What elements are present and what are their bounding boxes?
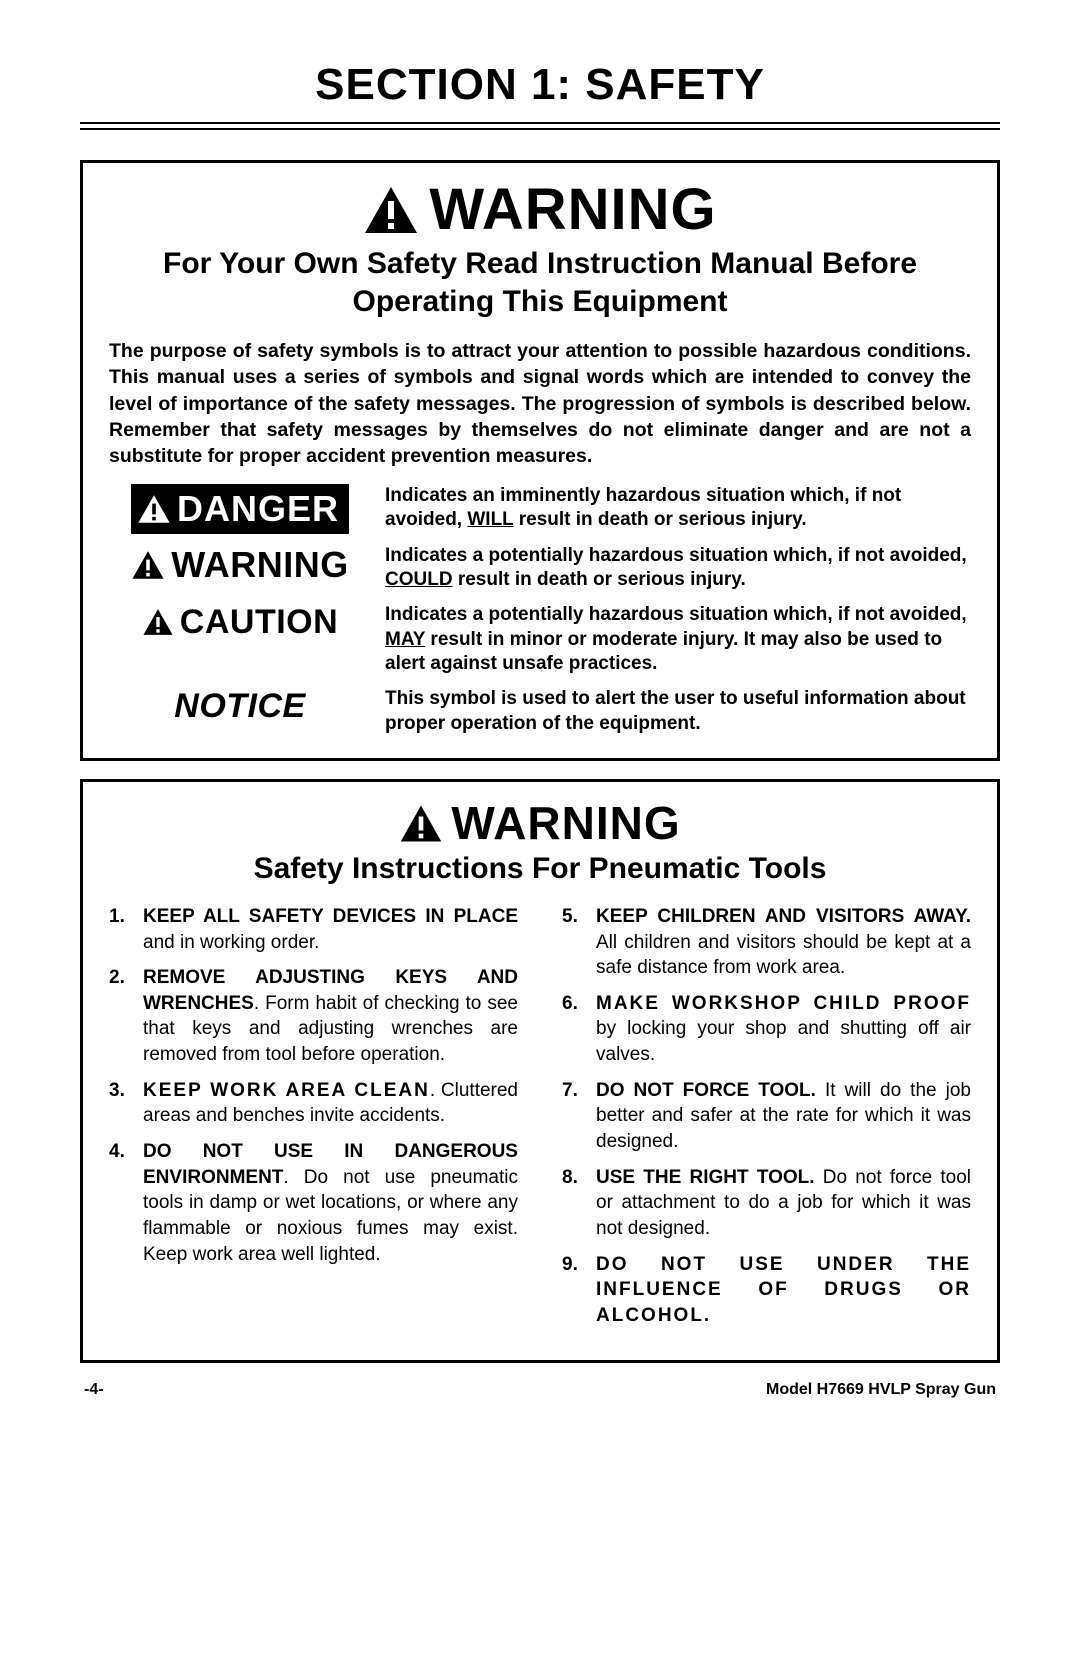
warning-header: WARNING: [109, 181, 971, 239]
instruction-list-left: KEEP ALL SAFETY DEVICES IN PLACE and in …: [109, 904, 518, 1267]
page-footer: -4- Model H7669 HVLP Spray Gun: [80, 1381, 1000, 1399]
danger-text: DANGER: [177, 488, 339, 530]
instruction-item: DO NOT USE UNDER THE INFLUENCE OF DRUGS …: [562, 1252, 971, 1329]
notice-desc: This symbol is used to alert the user to…: [385, 687, 971, 736]
warning-triangle-icon: [399, 804, 443, 843]
caution-desc: Indicates a potentially hazardous situat…: [385, 603, 971, 677]
warning-triangle-icon: [131, 550, 165, 580]
symbol-table: DANGER Indicates an imminently hazardous…: [109, 484, 971, 737]
caution-label: CAUTION: [109, 603, 371, 642]
instruction-item: MAKE WORKSHOP CHILD PROOF by locking you…: [562, 991, 971, 1068]
warning-intro: The purpose of safety symbols is to attr…: [109, 338, 971, 470]
instruction-item: KEEP WORK AREA CLEAN. Cluttered areas an…: [109, 1078, 518, 1129]
warning-word-2: WARNING: [451, 800, 680, 846]
warning-box-1: WARNING For Your Own Safety Read Instruc…: [80, 160, 1000, 761]
instructions-heading: Safety Instructions For Pneumatic Tools: [109, 850, 971, 888]
instruction-columns: KEEP ALL SAFETY DEVICES IN PLACE and in …: [109, 904, 971, 1339]
left-column: KEEP ALL SAFETY DEVICES IN PLACE and in …: [109, 904, 518, 1339]
warning-desc: Indicates a potentially hazardous situat…: [385, 544, 971, 593]
warning-header-2: WARNING: [109, 800, 971, 846]
instruction-item: REMOVE ADJUSTING KEYS AND WRENCHES. Form…: [109, 965, 518, 1068]
right-column: KEEP CHILDREN AND VISITORS AWAY. All chi…: [562, 904, 971, 1339]
warning-triangle-icon: [137, 494, 171, 524]
warning-word: WARNING: [429, 181, 716, 239]
section-title: SECTION 1: SAFETY: [80, 60, 1000, 110]
instruction-item: KEEP ALL SAFETY DEVICES IN PLACE and in …: [109, 904, 518, 955]
instruction-item: USE THE RIGHT TOOL. Do not force tool or…: [562, 1165, 971, 1242]
notice-text: NOTICE: [174, 687, 305, 726]
warning-triangle-icon: [142, 608, 174, 636]
warning-row: WARNING Indicates a potentially hazardou…: [109, 544, 971, 593]
notice-label: NOTICE: [109, 687, 371, 726]
page-number: -4-: [84, 1381, 104, 1399]
model-label: Model H7669 HVLP Spray Gun: [766, 1381, 996, 1399]
notice-row: NOTICE This symbol is used to alert the …: [109, 687, 971, 736]
danger-desc: Indicates an imminently hazardous situat…: [385, 484, 971, 533]
danger-row: DANGER Indicates an imminently hazardous…: [109, 484, 971, 534]
warning-triangle-icon: [363, 185, 419, 235]
double-rule: [80, 122, 1000, 130]
warning-label: WARNING: [109, 544, 371, 586]
instruction-item: KEEP CHILDREN AND VISITORS AWAY. All chi…: [562, 904, 971, 981]
warning-text: WARNING: [171, 544, 349, 586]
caution-row: CAUTION Indicates a potentially hazardou…: [109, 603, 971, 677]
danger-label: DANGER: [109, 484, 371, 534]
caution-text: CAUTION: [180, 603, 338, 642]
instruction-item: DO NOT USE IN DANGEROUS ENVIRONMENT. Do …: [109, 1139, 518, 1267]
instruction-item: DO NOT FORCE TOOL. It will do the job be…: [562, 1078, 971, 1155]
instruction-list-right: KEEP CHILDREN AND VISITORS AWAY. All chi…: [562, 904, 971, 1329]
warning-box-2: WARNING Safety Instructions For Pneumati…: [80, 779, 1000, 1363]
warning-subheading: For Your Own Safety Read Instruction Man…: [109, 245, 971, 320]
